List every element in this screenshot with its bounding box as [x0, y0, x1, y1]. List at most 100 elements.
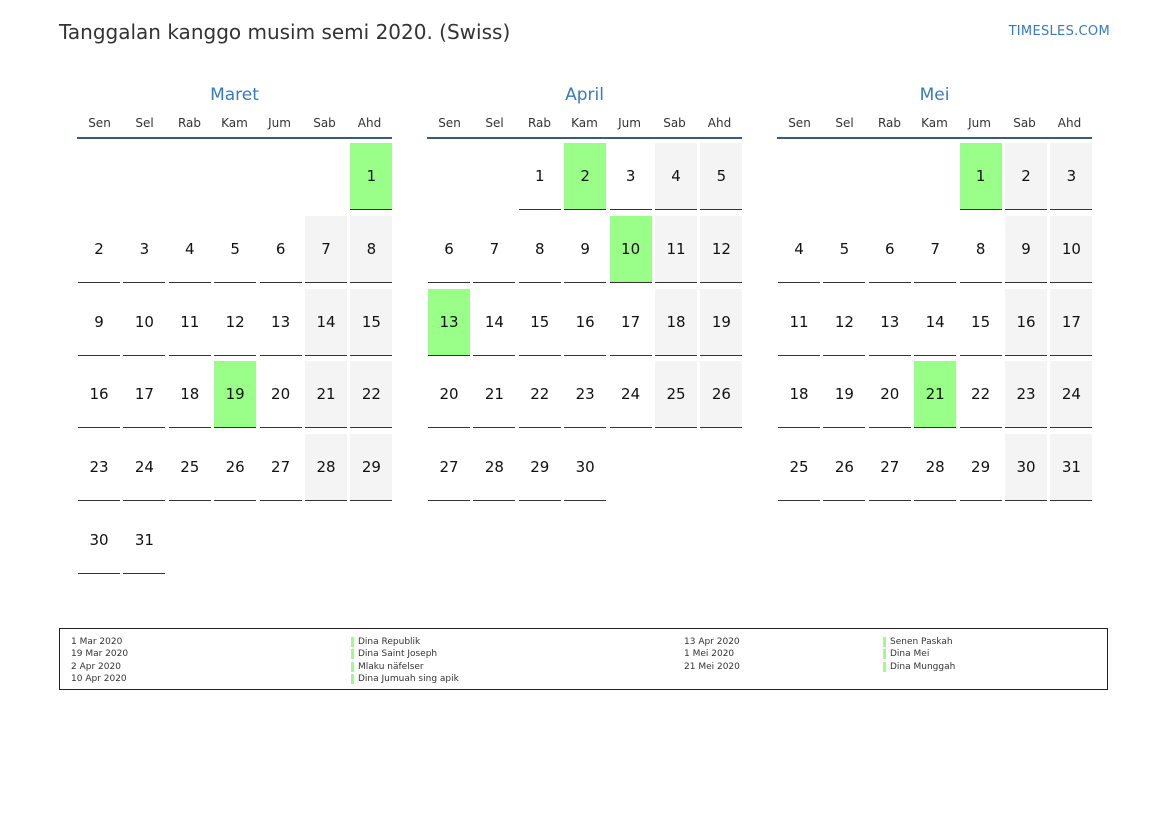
day-cell[interactable]: 2	[1005, 143, 1047, 210]
day-cell[interactable]: 21	[914, 361, 957, 429]
day-cell[interactable]: 1	[518, 143, 561, 210]
day-cell[interactable]: 13	[868, 289, 911, 356]
day-cell[interactable]: 10	[123, 289, 166, 356]
day-cell[interactable]: 20	[428, 361, 470, 429]
day-cell[interactable]: 15	[518, 289, 561, 356]
day-cell[interactable]: 3	[1050, 143, 1093, 210]
day-cell[interactable]: 9	[564, 216, 607, 283]
day-cell[interactable]: 14	[473, 289, 516, 356]
day-cell[interactable]: 8	[959, 216, 1002, 283]
day-cell[interactable]: 21	[305, 361, 347, 429]
day-cell[interactable]: 11	[655, 215, 697, 283]
day-cell[interactable]: 14	[305, 288, 347, 356]
day-cell[interactable]: 30	[1005, 434, 1047, 502]
day-cell[interactable]: 5	[700, 143, 743, 210]
day-cell[interactable]: 17	[1050, 288, 1093, 356]
day-cell[interactable]: 13	[259, 289, 302, 356]
day-cell[interactable]: 3	[123, 216, 166, 283]
day-cell[interactable]: 7	[305, 215, 347, 283]
day-cell[interactable]: 9	[1005, 215, 1047, 283]
day-cell[interactable]: 5	[214, 216, 257, 283]
weekday-label: Kam	[921, 116, 948, 130]
day-cell[interactable]: 6	[868, 216, 911, 283]
day-cell[interactable]: 17	[609, 289, 652, 356]
day-cell[interactable]: 22	[959, 361, 1002, 429]
legend-date: 1 Mar 2020	[71, 637, 123, 647]
day-cell[interactable]: 28	[473, 434, 516, 502]
day-cell[interactable]: 7	[914, 216, 957, 283]
day-cell[interactable]: 28	[305, 434, 347, 502]
day-cell[interactable]: 30	[78, 507, 120, 574]
day-cell[interactable]: 8	[518, 216, 561, 283]
day-cell[interactable]: 1	[350, 143, 393, 210]
day-cell[interactable]: 4	[778, 216, 820, 283]
day-cell[interactable]: 18	[778, 361, 820, 429]
day-cell[interactable]: 11	[778, 289, 820, 356]
day-cell[interactable]: 28	[914, 434, 957, 502]
day-cell[interactable]: 19	[214, 361, 257, 429]
day-cell[interactable]: 5	[823, 216, 866, 283]
day-cell[interactable]: 24	[1050, 361, 1093, 429]
day-cell[interactable]: 24	[609, 361, 652, 429]
day-cell[interactable]: 19	[823, 361, 866, 429]
day-cell[interactable]: 27	[868, 434, 911, 502]
day-cell[interactable]: 11	[168, 289, 211, 356]
day-cell[interactable]: 16	[564, 289, 607, 356]
day-cell[interactable]: 29	[959, 434, 1002, 502]
day-cell[interactable]: 21	[473, 361, 516, 429]
day-cell[interactable]: 12	[214, 289, 257, 356]
day-cell[interactable]: 20	[259, 361, 302, 429]
day-cell[interactable]: 25	[778, 434, 820, 502]
day-cell[interactable]: 29	[518, 434, 561, 502]
day-cell[interactable]: 16	[78, 361, 120, 429]
day-cell[interactable]: 1	[959, 143, 1002, 210]
day-cell[interactable]: 29	[350, 434, 393, 502]
day-cell[interactable]: 10	[609, 215, 652, 283]
day-cell[interactable]: 16	[1005, 288, 1047, 356]
day-cell[interactable]: 27	[428, 434, 470, 502]
legend-holiday-name: Dina Jumuah sing apik	[351, 673, 459, 685]
day-cell[interactable]: 8	[350, 215, 393, 283]
day-cell[interactable]: 6	[259, 216, 302, 283]
weekday-label: Ahd	[1057, 116, 1082, 130]
day-cell[interactable]: 4	[168, 216, 211, 283]
day-cell[interactable]: 7	[473, 216, 516, 283]
day-cell[interactable]: 23	[78, 434, 120, 502]
day-cell[interactable]: 30	[564, 434, 607, 502]
weekday-label: Kam	[571, 116, 598, 130]
day-cell[interactable]: 15	[350, 288, 393, 356]
day-cell[interactable]: 27	[259, 434, 302, 502]
day-cell[interactable]: 26	[823, 434, 866, 502]
day-cell[interactable]: 25	[168, 434, 211, 502]
day-cell[interactable]: 25	[655, 361, 697, 429]
day-cell[interactable]: 2	[564, 143, 607, 210]
day-cell[interactable]: 23	[564, 361, 607, 429]
weekday-label: Jum	[268, 116, 291, 130]
day-cell[interactable]: 22	[350, 361, 393, 429]
day-cell[interactable]: 18	[655, 288, 697, 356]
day-cell[interactable]: 23	[1005, 361, 1047, 429]
day-cell[interactable]: 12	[823, 289, 866, 356]
brand-link[interactable]: TIMESLES.COM	[1008, 24, 1110, 39]
day-cell[interactable]: 10	[1050, 215, 1093, 283]
day-cell[interactable]: 4	[655, 143, 697, 210]
day-cell[interactable]: 22	[518, 361, 561, 429]
day-cell[interactable]: 14	[914, 289, 957, 356]
day-cell[interactable]: 9	[78, 289, 120, 356]
day-cell[interactable]: 17	[123, 361, 166, 429]
day-cell[interactable]: 6	[428, 216, 470, 283]
day-cell[interactable]: 24	[123, 434, 166, 502]
day-cell[interactable]: 2	[78, 216, 120, 283]
day-cell[interactable]: 15	[959, 289, 1002, 356]
day-cell[interactable]: 18	[168, 361, 211, 429]
day-cell[interactable]: 31	[123, 507, 166, 574]
day-cell[interactable]: 20	[868, 361, 911, 429]
day-cell[interactable]: 26	[214, 434, 257, 502]
day-cell[interactable]: 19	[700, 288, 743, 356]
weekday-header: Sen Sel Rab Kam Jum Sab Ahd	[427, 116, 742, 139]
day-cell[interactable]: 3	[609, 143, 652, 210]
day-cell[interactable]: 31	[1050, 434, 1093, 502]
day-cell[interactable]: 13	[428, 288, 470, 356]
day-cell[interactable]: 26	[700, 361, 743, 429]
day-cell[interactable]: 12	[700, 215, 743, 283]
